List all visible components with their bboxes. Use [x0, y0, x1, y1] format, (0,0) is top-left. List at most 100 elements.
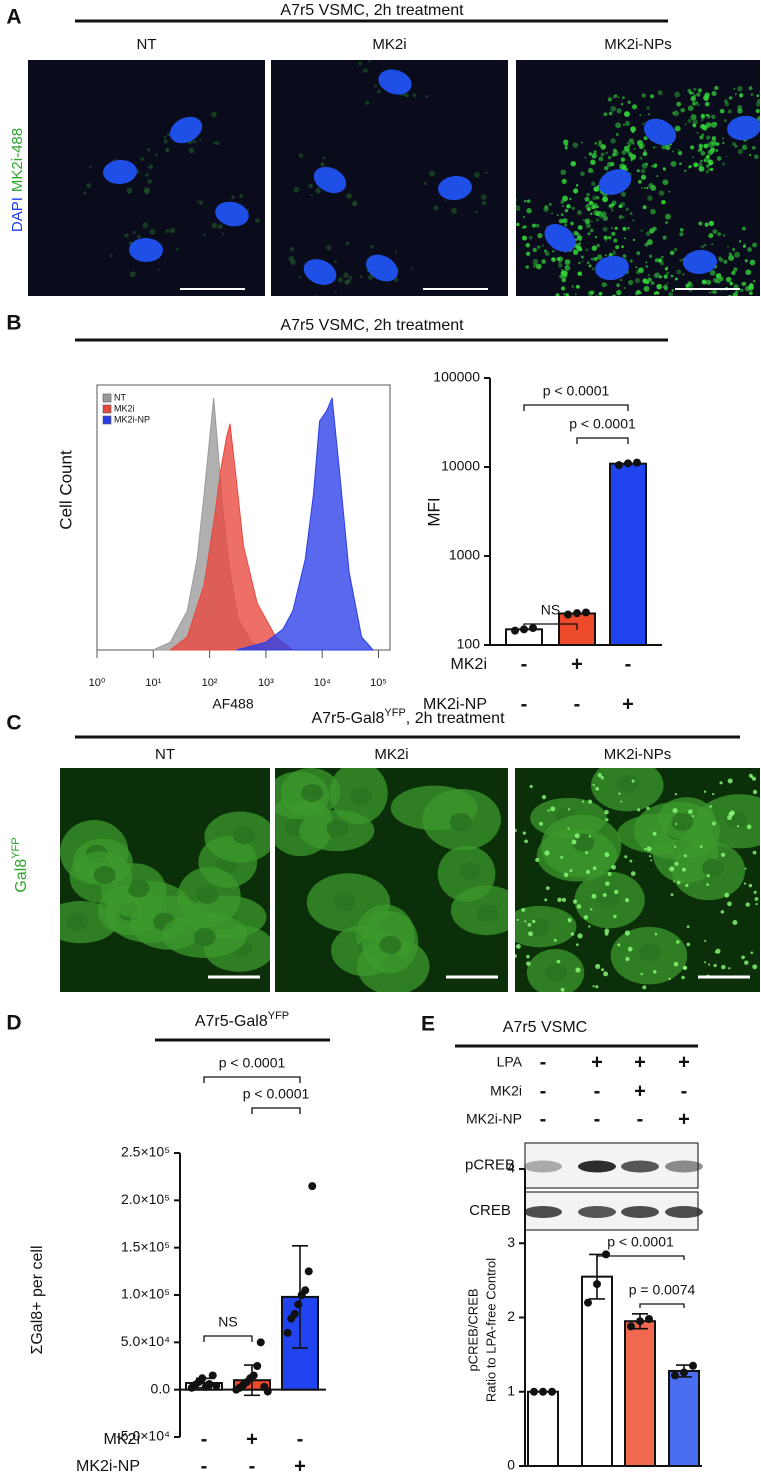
speckle — [525, 265, 529, 269]
puncta — [706, 873, 710, 878]
bar — [527, 1390, 559, 1467]
condition-sign: - — [540, 1108, 547, 1130]
speckle — [561, 277, 566, 283]
cell-nucleus — [350, 787, 373, 806]
haze — [308, 183, 313, 189]
speckle — [699, 123, 705, 129]
blot-label: CREB — [469, 1202, 511, 1219]
cell-nucleus — [93, 865, 116, 884]
speckle — [596, 196, 600, 200]
speckle — [562, 218, 568, 224]
speckle — [710, 121, 717, 128]
speckle — [697, 149, 700, 152]
speckle — [647, 277, 652, 282]
puncta — [524, 920, 527, 923]
image-bg — [516, 60, 760, 296]
stain-main: Gal8 — [13, 859, 30, 893]
nucleus — [313, 166, 347, 194]
speckle — [663, 284, 668, 290]
panel-title: A7r5 VSMC — [503, 1019, 587, 1036]
data-point — [198, 1374, 207, 1383]
speckle — [700, 119, 703, 122]
speckle — [562, 205, 565, 207]
haze — [370, 245, 374, 249]
speckle — [602, 196, 609, 203]
speckle — [622, 254, 627, 258]
speckle — [698, 165, 705, 172]
speckle — [528, 235, 533, 240]
y-tick-label: 100000 — [433, 369, 480, 385]
speckle — [536, 263, 542, 270]
condition-sign: - — [521, 693, 528, 715]
speckle — [605, 298, 609, 302]
data-point — [208, 1371, 217, 1380]
speckle — [607, 236, 612, 240]
cell — [60, 901, 118, 944]
speckle — [732, 142, 737, 147]
speckle — [692, 119, 698, 125]
speckle — [642, 143, 646, 147]
speckle — [697, 88, 703, 93]
speckle — [640, 186, 644, 190]
speckle — [696, 297, 699, 300]
haze — [137, 234, 141, 239]
speckle — [577, 225, 583, 231]
speckle — [586, 207, 591, 212]
speckle — [571, 305, 576, 310]
speckle — [587, 297, 593, 303]
haze — [346, 193, 352, 199]
y-tick-label: 2.5×10⁵ — [121, 1144, 170, 1160]
haze — [368, 60, 371, 63]
cell-nucleus — [701, 858, 724, 877]
speckle — [693, 162, 699, 168]
speckle — [576, 235, 583, 241]
micrograph — [60, 768, 270, 992]
haze — [481, 200, 487, 206]
speckle — [551, 257, 555, 261]
haze — [163, 139, 168, 144]
puncta — [672, 807, 678, 814]
puncta — [732, 919, 738, 926]
nucleus — [103, 159, 137, 185]
speckle — [639, 114, 642, 117]
data-point — [593, 1280, 601, 1289]
puncta — [597, 773, 602, 778]
speckle — [716, 156, 722, 161]
puncta — [618, 792, 621, 795]
y-axis-label: pCREB/CREB — [465, 1288, 480, 1371]
speckle — [663, 274, 668, 279]
speckle — [575, 184, 579, 187]
speckle — [601, 282, 607, 288]
speckle — [639, 156, 643, 160]
haze — [365, 100, 370, 105]
speckle — [726, 245, 730, 248]
puncta — [592, 783, 595, 787]
puncta — [535, 857, 540, 862]
haze — [367, 274, 374, 280]
puncta — [699, 845, 703, 848]
speckle — [698, 221, 703, 226]
y-tick-label: 0.0 — [151, 1380, 171, 1396]
speckle — [646, 186, 649, 189]
speckle — [612, 250, 615, 252]
nucleus — [683, 249, 717, 275]
speckle — [560, 169, 567, 176]
speckle — [687, 118, 692, 123]
y-tick-label: -5.0×10⁴ — [116, 1428, 170, 1444]
speckle — [712, 289, 717, 295]
puncta — [744, 867, 747, 870]
puncta — [646, 846, 652, 852]
speckle — [591, 257, 595, 261]
speckle — [653, 273, 659, 279]
speckle — [649, 254, 653, 258]
micrograph — [515, 768, 760, 992]
speckle — [601, 211, 607, 217]
speckle — [706, 279, 712, 285]
haze — [199, 138, 202, 142]
speckle — [696, 131, 699, 135]
cell-nucleus — [459, 862, 482, 881]
cell-nucleus — [65, 913, 88, 932]
speckle — [757, 116, 760, 122]
speckle — [722, 141, 725, 145]
speckle — [750, 93, 754, 96]
